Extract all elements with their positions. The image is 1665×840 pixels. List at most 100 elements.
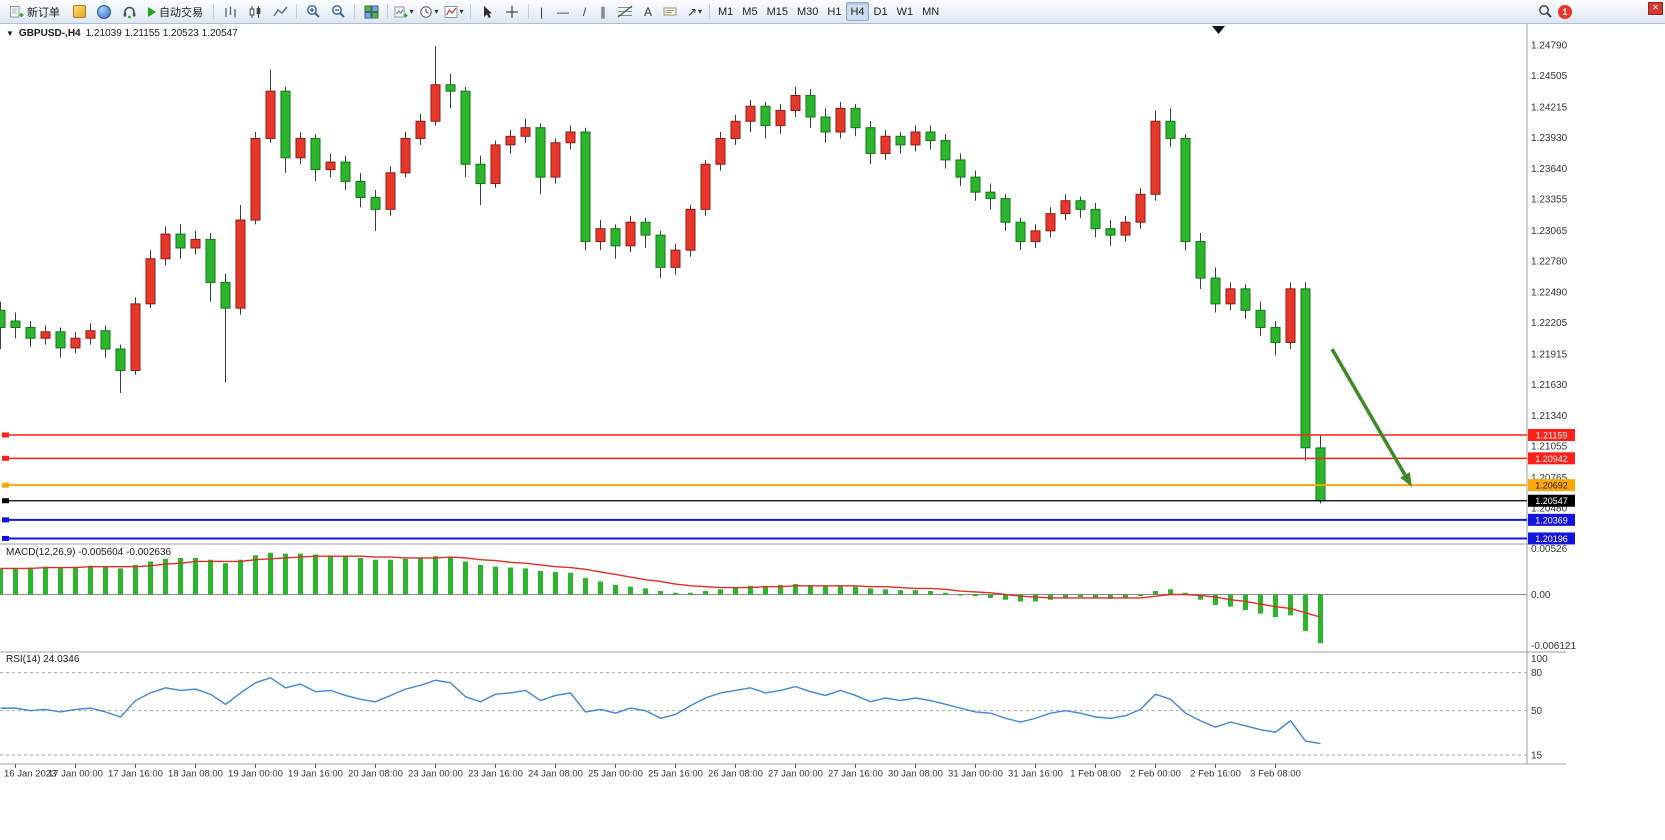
candle-body xyxy=(430,84,441,122)
timeframe-button-h1[interactable]: H1 xyxy=(823,2,845,21)
macd-histogram-bar xyxy=(433,556,438,595)
indicators-button[interactable]: ▾ xyxy=(442,2,466,21)
macd-histogram-bar xyxy=(793,584,798,595)
candle-body xyxy=(955,159,966,178)
close-button[interactable]: ✕ xyxy=(1648,2,1663,15)
trendline-tool[interactable]: / xyxy=(576,2,593,21)
candle-body xyxy=(1015,221,1026,243)
macd-histogram-bar xyxy=(28,567,33,595)
macd-histogram-bar xyxy=(43,566,48,595)
candle-body xyxy=(475,163,486,185)
price-tag xyxy=(1528,532,1575,545)
candle-body xyxy=(55,331,66,349)
line-chart-mode-button[interactable] xyxy=(268,2,292,21)
candle-body xyxy=(1150,120,1161,195)
toolbar-separator xyxy=(296,4,297,19)
rsi-axis-label: 100 xyxy=(1531,654,1548,665)
zoom-out-button[interactable] xyxy=(326,2,350,21)
profiles-clock-button[interactable]: ▾ xyxy=(417,2,441,21)
label-tool[interactable] xyxy=(659,2,683,21)
candle-body xyxy=(685,208,696,251)
auto-trading-label: 自动交易 xyxy=(159,6,203,19)
line-handle[interactable] xyxy=(2,517,9,523)
timeframe-button-m30[interactable]: M30 xyxy=(793,2,822,21)
line-handle[interactable] xyxy=(2,482,9,488)
candle-body xyxy=(115,348,126,371)
macd-histogram-bar xyxy=(1048,594,1053,600)
text-tool[interactable]: A xyxy=(638,2,658,21)
timeframe-button-w1[interactable]: W1 xyxy=(893,2,918,21)
candle-body xyxy=(715,137,726,165)
navigator-icon[interactable] xyxy=(92,2,116,21)
price-axis-label: 1.23640 xyxy=(1531,164,1568,175)
channel-tool[interactable]: ∥ xyxy=(594,2,612,21)
vertical-line-tool[interactable]: | xyxy=(533,2,550,21)
candlestick-mode-button[interactable] xyxy=(243,2,267,21)
time-axis-label: 30 Jan 08:00 xyxy=(888,769,943,780)
zoom-in-button[interactable] xyxy=(301,2,325,21)
line-handle[interactable] xyxy=(2,535,9,541)
trend-arrow-head[interactable] xyxy=(1400,472,1412,487)
timeframe-button-d1[interactable]: D1 xyxy=(870,2,892,21)
macd-histogram-bar xyxy=(823,585,828,595)
timeframe-button-m1[interactable]: M1 xyxy=(714,2,737,21)
crosshair-tool-button[interactable] xyxy=(500,2,524,21)
candle-body xyxy=(0,309,6,328)
rsi-panel: 100 80 50 15 xyxy=(0,654,1548,761)
macd-histogram-bar xyxy=(883,589,888,595)
new-chart-button[interactable]: ▾ xyxy=(392,2,416,21)
notification-badge[interactable]: 1 xyxy=(1558,4,1572,19)
macd-histogram-bar xyxy=(88,565,93,595)
macd-histogram-bar xyxy=(598,581,603,595)
fibonacci-tool[interactable] xyxy=(613,2,637,21)
time-axis-label: 31 Jan 16:00 xyxy=(1008,769,1063,780)
macd-histogram-bar xyxy=(163,558,168,595)
candle-body xyxy=(835,107,846,133)
candle-body xyxy=(790,94,801,112)
line-handle[interactable] xyxy=(2,432,9,438)
candle-body xyxy=(1225,288,1236,305)
candle-body xyxy=(160,233,171,260)
candle-body xyxy=(730,120,741,139)
candle-body xyxy=(1210,277,1221,305)
chevron-down-icon: ▾ xyxy=(409,7,414,16)
candle-body xyxy=(490,144,501,185)
timeframe-button-m5[interactable]: M5 xyxy=(738,2,761,21)
macd-histogram-bar xyxy=(358,557,363,595)
trend-arrow[interactable] xyxy=(1330,348,1407,476)
tile-windows-button[interactable] xyxy=(359,2,383,21)
toolbar-separator xyxy=(470,4,471,19)
timeframe-button-mn[interactable]: MN xyxy=(918,2,943,21)
candle-body xyxy=(880,135,891,154)
timeframe-button-h4[interactable]: H4 xyxy=(846,2,869,21)
horizontal-line-tool[interactable]: — xyxy=(551,2,575,21)
chart-shift-marker[interactable] xyxy=(1212,26,1225,34)
timeframe-button-m15[interactable]: M15 xyxy=(763,2,792,21)
bar-chart-mode-button[interactable] xyxy=(218,2,242,21)
auto-trading-button[interactable]: 自动交易 xyxy=(142,2,209,21)
market-watch-icon[interactable] xyxy=(67,2,91,21)
macd-histogram-bar xyxy=(148,561,153,595)
macd-histogram-bar xyxy=(673,592,678,595)
candle-body xyxy=(1000,198,1011,223)
cursor-tool-button[interactable] xyxy=(475,2,499,21)
search-icon[interactable] xyxy=(1533,2,1557,21)
candle-body xyxy=(970,176,981,193)
candle-body xyxy=(340,161,351,182)
new-order-button[interactable]: 新订单 xyxy=(4,2,66,21)
one-click-trading-expander[interactable]: ▼ xyxy=(6,29,14,38)
macd-histogram-bar xyxy=(1018,594,1023,602)
arrows-tool[interactable]: ↗ ▾ xyxy=(684,2,705,21)
line-handle[interactable] xyxy=(2,498,9,504)
support-headset-icon[interactable] xyxy=(117,2,141,21)
chart-ohlc-label: 1.21039 1.21155 1.20523 1.20547 xyxy=(85,28,238,39)
macd-histogram-bar xyxy=(1003,594,1008,600)
macd-histogram-bar xyxy=(133,564,138,595)
candle-body xyxy=(445,84,456,92)
price-axis-label: 1.20480 xyxy=(1531,503,1568,514)
candle-body xyxy=(415,120,426,139)
time-axis-label: 27 Jan 16:00 xyxy=(828,769,883,780)
line-handle[interactable] xyxy=(2,455,9,461)
rsi-line xyxy=(0,676,1321,745)
